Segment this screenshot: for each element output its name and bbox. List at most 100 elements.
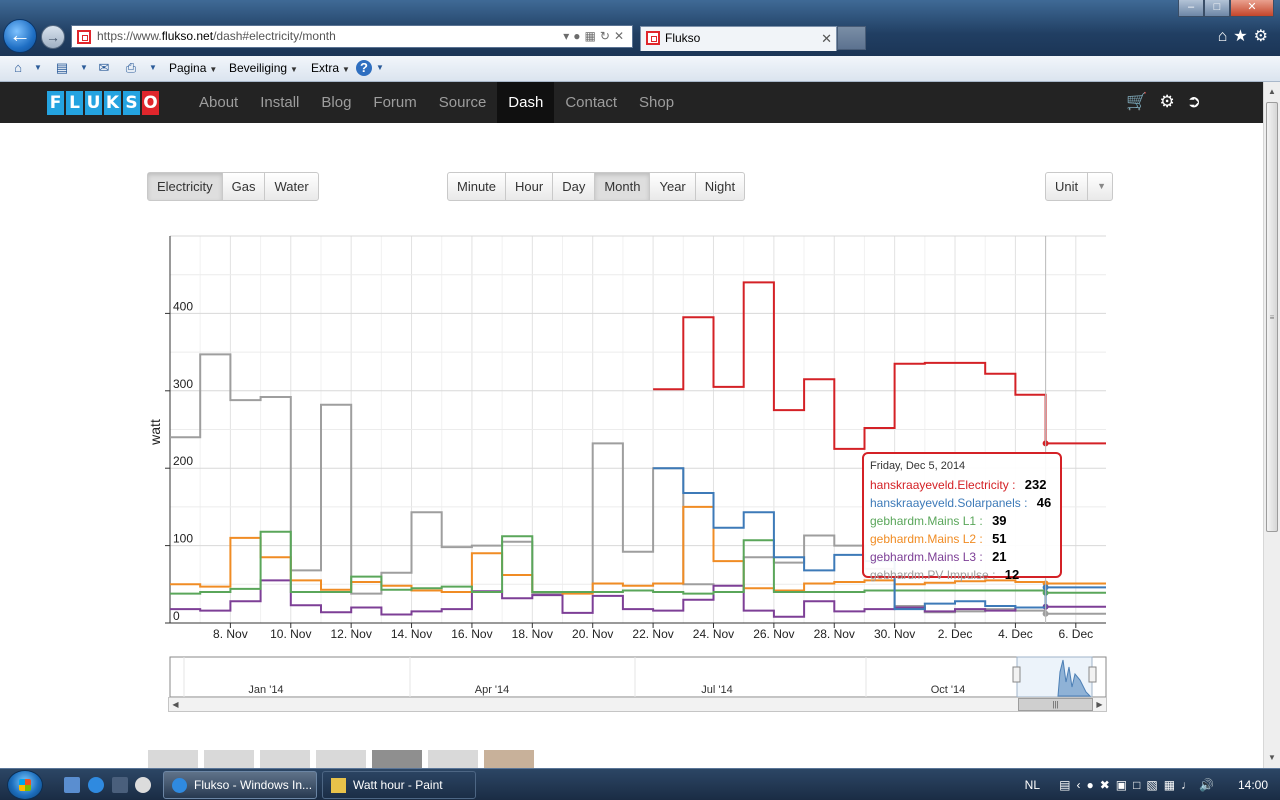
forward-button[interactable]: → xyxy=(41,25,65,49)
series-line xyxy=(653,281,1106,450)
electricity-chart[interactable]: 0 100 200 300 400 watt 8. Nov 10. Nov 12. Nov 14.… xyxy=(0,82,1263,768)
scroll-up-icon[interactable]: ▲ xyxy=(1268,87,1276,96)
mail-icon[interactable]: ✉ xyxy=(98,60,110,75)
tooltip-separator: : xyxy=(976,550,987,564)
interval-minute-button[interactable]: Minute xyxy=(448,173,507,200)
thumbnail[interactable] xyxy=(316,750,366,768)
tooltip-series-name: gebhardm.Mains L1 xyxy=(870,514,977,528)
tooltip-separator: : xyxy=(1008,478,1019,492)
nav-link-forum[interactable]: Forum xyxy=(373,94,417,111)
taskbar-item-browser[interactable]: Flukso - Windows In... xyxy=(163,771,317,799)
navigator-scroll-thumb[interactable]: ||| xyxy=(1018,698,1093,711)
resource-electricity-button[interactable]: Electricity xyxy=(148,173,223,200)
command-bar: ⌂ ▼ ▤ ▼ ✉ ⎙ ▼ Pagina ▼ Beveiliging ▼ Extra… xyxy=(0,56,1280,82)
logout-icon[interactable]: ➲ xyxy=(1186,92,1213,111)
tab-close-icon[interactable]: ✕ xyxy=(821,31,832,46)
scroll-right-icon[interactable]: ▶ xyxy=(1096,700,1103,709)
ie-icon[interactable] xyxy=(88,777,104,793)
show-desktop-icon[interactable] xyxy=(64,777,80,793)
navigator-label: Oct '14 xyxy=(931,684,966,696)
tooltip-series-value: 12 xyxy=(1004,567,1020,582)
avatar[interactable] xyxy=(484,750,534,768)
menu-pagina[interactable]: Pagina ▼ xyxy=(169,61,218,75)
x-tick-label: 10. Nov xyxy=(270,627,311,641)
nav-link-dash[interactable]: Dash xyxy=(497,82,555,123)
thumbnail[interactable] xyxy=(372,750,422,768)
y-tick-label: 400 xyxy=(173,299,193,313)
y-tick-label: 100 xyxy=(173,532,193,546)
address-bar-icons[interactable]: ▾●▦↻✕ xyxy=(563,29,628,43)
cart-icon[interactable]: 🛒 xyxy=(1126,92,1160,111)
feeds-icon[interactable]: ▤ xyxy=(55,60,69,75)
maximize-button[interactable]: □ xyxy=(1204,0,1230,17)
tray-icons[interactable]: ▤‹●✖▣□▧▦♩🔊 xyxy=(1059,778,1220,792)
nav-link-shop[interactable]: Shop xyxy=(639,94,675,111)
language-indicator[interactable]: NL xyxy=(1024,778,1040,792)
x-tick-label: 22. Nov xyxy=(632,627,673,641)
tab-flukso[interactable]: Flukso ✕ xyxy=(640,26,837,51)
menu-extra[interactable]: Extra ▼ xyxy=(311,61,350,75)
settings-icon[interactable]: ⚙ xyxy=(1159,92,1187,111)
help-dropdown-icon[interactable]: ▼ xyxy=(376,63,384,72)
home-icon[interactable]: ⌂ xyxy=(14,60,22,75)
print-dropdown-icon[interactable]: ▼ xyxy=(149,63,157,72)
thumbnail[interactable] xyxy=(204,750,254,768)
browser-toolbar-icons[interactable]: ⌂★⚙ xyxy=(1217,28,1274,45)
tooltip-separator: : xyxy=(988,568,999,582)
interval-month-button[interactable]: Month xyxy=(595,173,651,200)
clock[interactable]: 14:00 xyxy=(1237,778,1268,792)
browser-titlebar: ← → https://www.flukso.net/dash#electric… xyxy=(0,0,1280,56)
tooltip-row: gebhardm.PV Impulse : 12 xyxy=(870,566,1054,584)
tooltip-row: hanskraayeveld.Electricity : 232 xyxy=(870,476,1054,494)
print-icon[interactable]: ⎙ xyxy=(125,60,137,75)
interval-year-button[interactable]: Year xyxy=(650,173,696,200)
resource-water-button[interactable]: Water xyxy=(274,179,309,194)
start-button[interactable] xyxy=(7,770,43,800)
y-tick-label: 200 xyxy=(173,454,193,468)
tooltip-series-value: 46 xyxy=(1036,495,1052,510)
address-bar[interactable]: https://www.flukso.net/dash#electricity/… xyxy=(71,25,633,48)
scroll-down-icon[interactable]: ▼ xyxy=(1268,753,1276,762)
tooltip-separator: : xyxy=(976,514,987,528)
tooltip-row: hanskraayeveld.Solarpanels : 46 xyxy=(870,494,1054,512)
tooltip-series-name: hanskraayeveld.Electricity xyxy=(870,478,1009,492)
resource-gas-button[interactable]: Gas xyxy=(223,173,266,200)
media-icon[interactable] xyxy=(135,777,151,793)
interval-selector: Minute Hour Day Month Year Night xyxy=(447,172,746,201)
tooltip-series-name: gebhardm.Mains L3 xyxy=(870,550,977,564)
minimize-button[interactable]: – xyxy=(1178,0,1204,17)
page-scroll-thumb[interactable]: ≡ xyxy=(1266,102,1278,532)
x-tick-label: 20. Nov xyxy=(572,627,613,641)
navigator-scrollbar[interactable]: ◀ ||| ▶ xyxy=(168,697,1107,712)
new-tab-button[interactable] xyxy=(837,26,866,50)
switch-windows-icon[interactable] xyxy=(112,777,128,793)
interval-hour-button[interactable]: Hour xyxy=(506,173,554,200)
scroll-left-icon[interactable]: ◀ xyxy=(172,700,179,709)
x-tick-label: 4. Dec xyxy=(998,627,1033,641)
thumbnail[interactable] xyxy=(428,750,478,768)
nav-link-blog[interactable]: Blog xyxy=(321,94,352,111)
nav-link-source[interactable]: Source xyxy=(438,94,487,111)
help-icon[interactable]: ? xyxy=(356,60,372,76)
page-scrollbar[interactable]: ▲ ≡ ▼ xyxy=(1263,82,1280,768)
unit-button[interactable]: Unit xyxy=(1046,173,1089,200)
home-dropdown-icon[interactable]: ▼ xyxy=(34,63,42,72)
feeds-dropdown-icon[interactable]: ▼ xyxy=(80,63,88,72)
unit-dropdown-icon[interactable]: ▼ xyxy=(1097,181,1107,191)
taskbar-item-paint[interactable]: Watt hour - Paint xyxy=(322,771,476,799)
thumbnail[interactable] xyxy=(260,750,310,768)
interval-day-button[interactable]: Day xyxy=(553,173,596,200)
close-window-button[interactable]: ✕ xyxy=(1230,0,1274,17)
address-url[interactable]: https://www.flukso.net/dash#electricity/… xyxy=(97,29,336,43)
x-tick-label: 18. Nov xyxy=(512,627,553,641)
interval-night-button[interactable]: Night xyxy=(704,179,736,194)
tooltip-series-name: hanskraayeveld.Solarpanels xyxy=(870,496,1021,510)
back-button[interactable]: ← xyxy=(3,19,37,53)
nav-link-about[interactable]: About xyxy=(199,94,239,111)
thumbnail[interactable] xyxy=(148,750,198,768)
nav-link-contact[interactable]: Contact xyxy=(565,94,618,111)
menu-beveiliging[interactable]: Beveiliging ▼ xyxy=(229,61,298,75)
nav-link-install[interactable]: Install xyxy=(260,94,300,111)
